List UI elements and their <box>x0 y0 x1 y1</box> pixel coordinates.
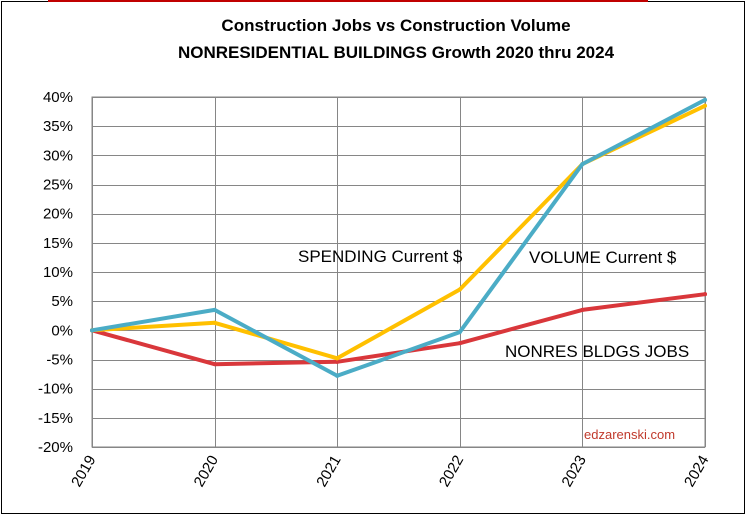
x-tick-label: 2023 <box>558 453 589 490</box>
y-tick-label: 15% <box>43 235 73 252</box>
y-tick-label: 0% <box>51 322 73 339</box>
y-tick-label: 35% <box>43 118 73 135</box>
series-line-spending-current <box>90 103 707 361</box>
chart-title-line-2: NONRESIDENTIAL BUILDINGS Growth 2020 thr… <box>178 43 615 62</box>
data-point-nonres-bldgs-jobs <box>212 362 217 367</box>
x-tick-label: 2019 <box>68 453 99 490</box>
data-point-nonres-bldgs-jobs <box>457 341 462 346</box>
data-point-nonres-bldgs-jobs <box>703 292 707 297</box>
y-tick-label: 5% <box>51 293 73 310</box>
data-point-volume-current <box>90 328 94 333</box>
y-tick-label: -10% <box>38 381 73 398</box>
y-tick-label: -5% <box>46 352 73 369</box>
y-tick-label: -20% <box>38 439 73 456</box>
data-point-volume-current <box>457 330 462 335</box>
data-point-spending-current <box>457 287 462 292</box>
y-tick-label: 40% <box>43 89 73 106</box>
data-point-spending-current <box>335 356 340 361</box>
data-point-nonres-bldgs-jobs <box>335 359 340 364</box>
y-tick-label: 25% <box>43 177 73 194</box>
x-tick-label: 2021 <box>313 453 344 490</box>
y-tick-label: -15% <box>38 410 73 427</box>
x-tick-label: 2024 <box>681 453 712 490</box>
data-point-nonres-bldgs-jobs <box>580 307 585 312</box>
y-tick-label: 30% <box>43 147 73 164</box>
data-point-volume-current <box>703 97 707 102</box>
series-line-volume-current <box>90 97 707 378</box>
jobs-series-label: NONRES BLDGS JOBS <box>505 342 689 361</box>
data-point-volume-current <box>212 307 217 312</box>
data-point-spending-current <box>212 320 217 325</box>
x-tick-label: 2020 <box>191 453 222 490</box>
spending-series-label: SPENDING Current $ <box>298 247 463 266</box>
volume-series-label: VOLUME Current $ <box>529 248 677 267</box>
x-tick-label: 2022 <box>436 453 467 490</box>
data-point-spending-current <box>703 103 707 108</box>
top-accent-bar <box>48 0 648 2</box>
y-tick-label: 20% <box>43 206 73 223</box>
data-point-volume-current <box>580 162 585 167</box>
data-point-volume-current <box>335 373 340 378</box>
credit-label: edzarenski.com <box>584 427 675 442</box>
y-tick-label: 10% <box>43 264 73 281</box>
chart-title-line-1: Construction Jobs vs Construction Volume <box>221 16 570 35</box>
